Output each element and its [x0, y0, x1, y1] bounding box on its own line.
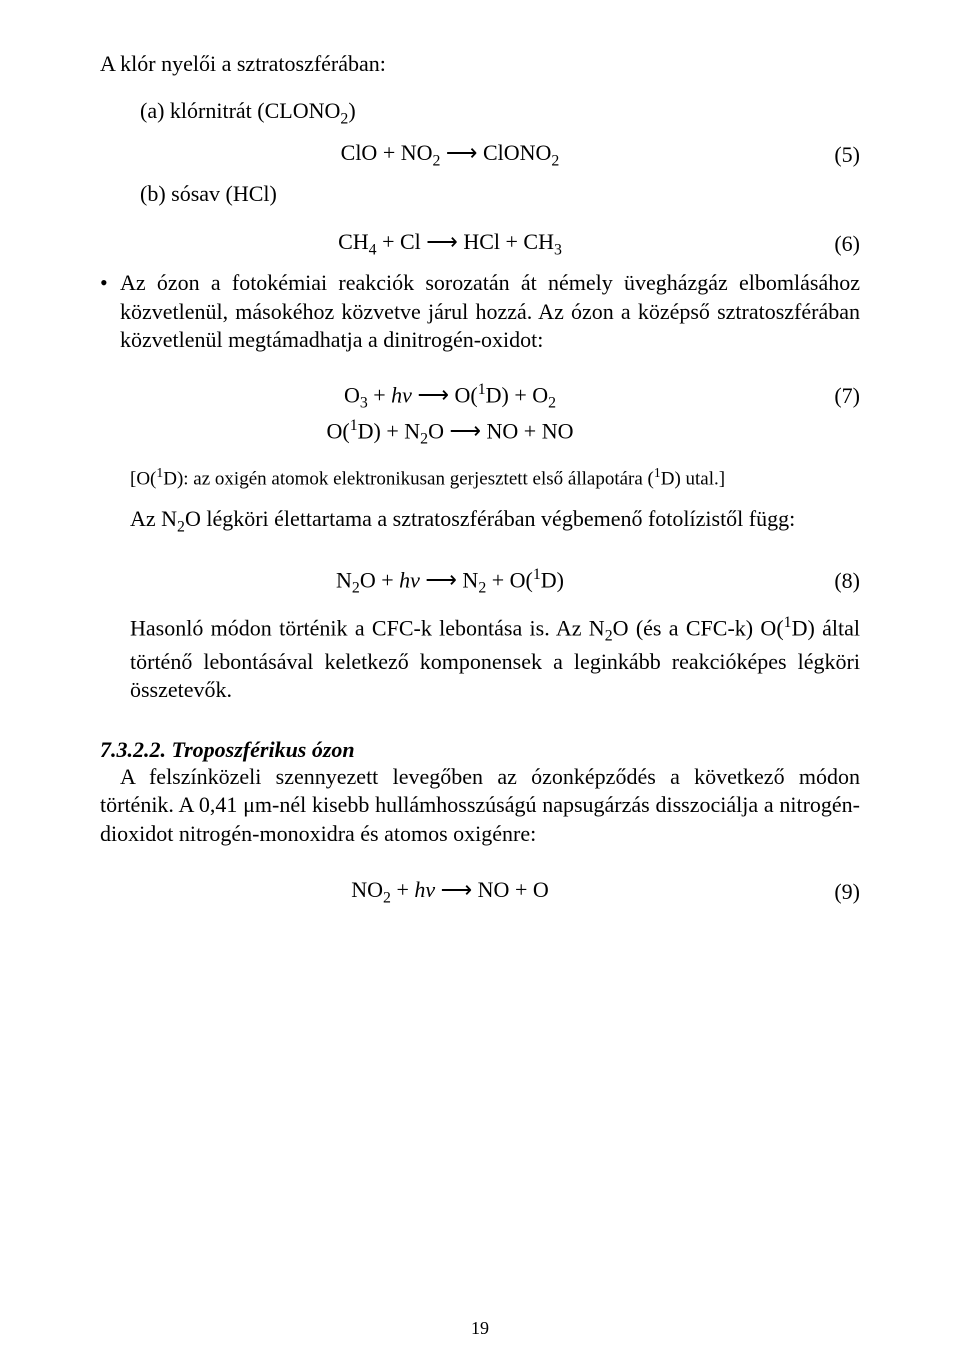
page: A klór nyelői a sztratoszférában: (a) kl…	[0, 0, 960, 1369]
list-item-a: (a) klórnitrát (CLONO2)	[140, 97, 860, 130]
para-tropo-body: A felszínközeli szennyezett levegőben az…	[100, 763, 860, 849]
eq5-content: ClO + NO2 ⟶ ClONO2	[100, 140, 800, 170]
equation-5: ClO + NO2 ⟶ ClONO2 (5)	[100, 140, 860, 170]
bullet-icon: •	[100, 269, 120, 298]
section-title-tropo: 7.3.2.2. Troposzférikus ózon	[100, 737, 860, 763]
intro-line: A klór nyelői a sztratoszférában:	[100, 50, 860, 79]
note-o1d: [O(1D): az oxigén atomok elektronikusan …	[130, 465, 860, 491]
eq8-number: (8)	[800, 568, 860, 594]
eq7-line1: O3 + hv ⟶ O(1D) + O2	[100, 379, 800, 415]
equation-7: O3 + hv ⟶ O(1D) + O2 O(1D) + N2O ⟶ NO + …	[100, 379, 860, 451]
eq7-number: (7)	[800, 383, 860, 409]
bullet-ozone: • Az ózon a fotokémiai reakciók sorozatá…	[100, 269, 860, 355]
eq5-number: (5)	[800, 142, 860, 168]
eq9-number: (9)	[800, 879, 860, 905]
bullet-text: Az ózon a fotokémiai reakciók sorozatán …	[120, 269, 860, 355]
list-item-b: (b) sósav (HCl)	[140, 180, 860, 209]
eq7-content: O3 + hv ⟶ O(1D) + O2 O(1D) + N2O ⟶ NO + …	[100, 379, 800, 451]
equation-6: CH4 + Cl ⟶ HCl + CH3 (6)	[100, 229, 860, 259]
equation-8: N2O + hv ⟶ N2 + O(1D) (8)	[100, 566, 860, 598]
eq9-content: NO2 + hv ⟶ NO + O	[100, 877, 800, 907]
equation-9: NO2 + hv ⟶ NO + O (9)	[100, 877, 860, 907]
eq8-content: N2O + hv ⟶ N2 + O(1D)	[100, 566, 800, 598]
para-cfc: Hasonló módon történik a CFC-k lebontása…	[130, 613, 860, 705]
para-n2o-lifetime: Az N2O légköri élettartama a sztratoszfé…	[130, 505, 860, 538]
page-number: 19	[100, 1318, 860, 1339]
eq6-number: (6)	[800, 231, 860, 257]
eq7-line2: O(1D) + N2O ⟶ NO + NO	[100, 415, 800, 451]
eq6-content: CH4 + Cl ⟶ HCl + CH3	[100, 229, 800, 259]
